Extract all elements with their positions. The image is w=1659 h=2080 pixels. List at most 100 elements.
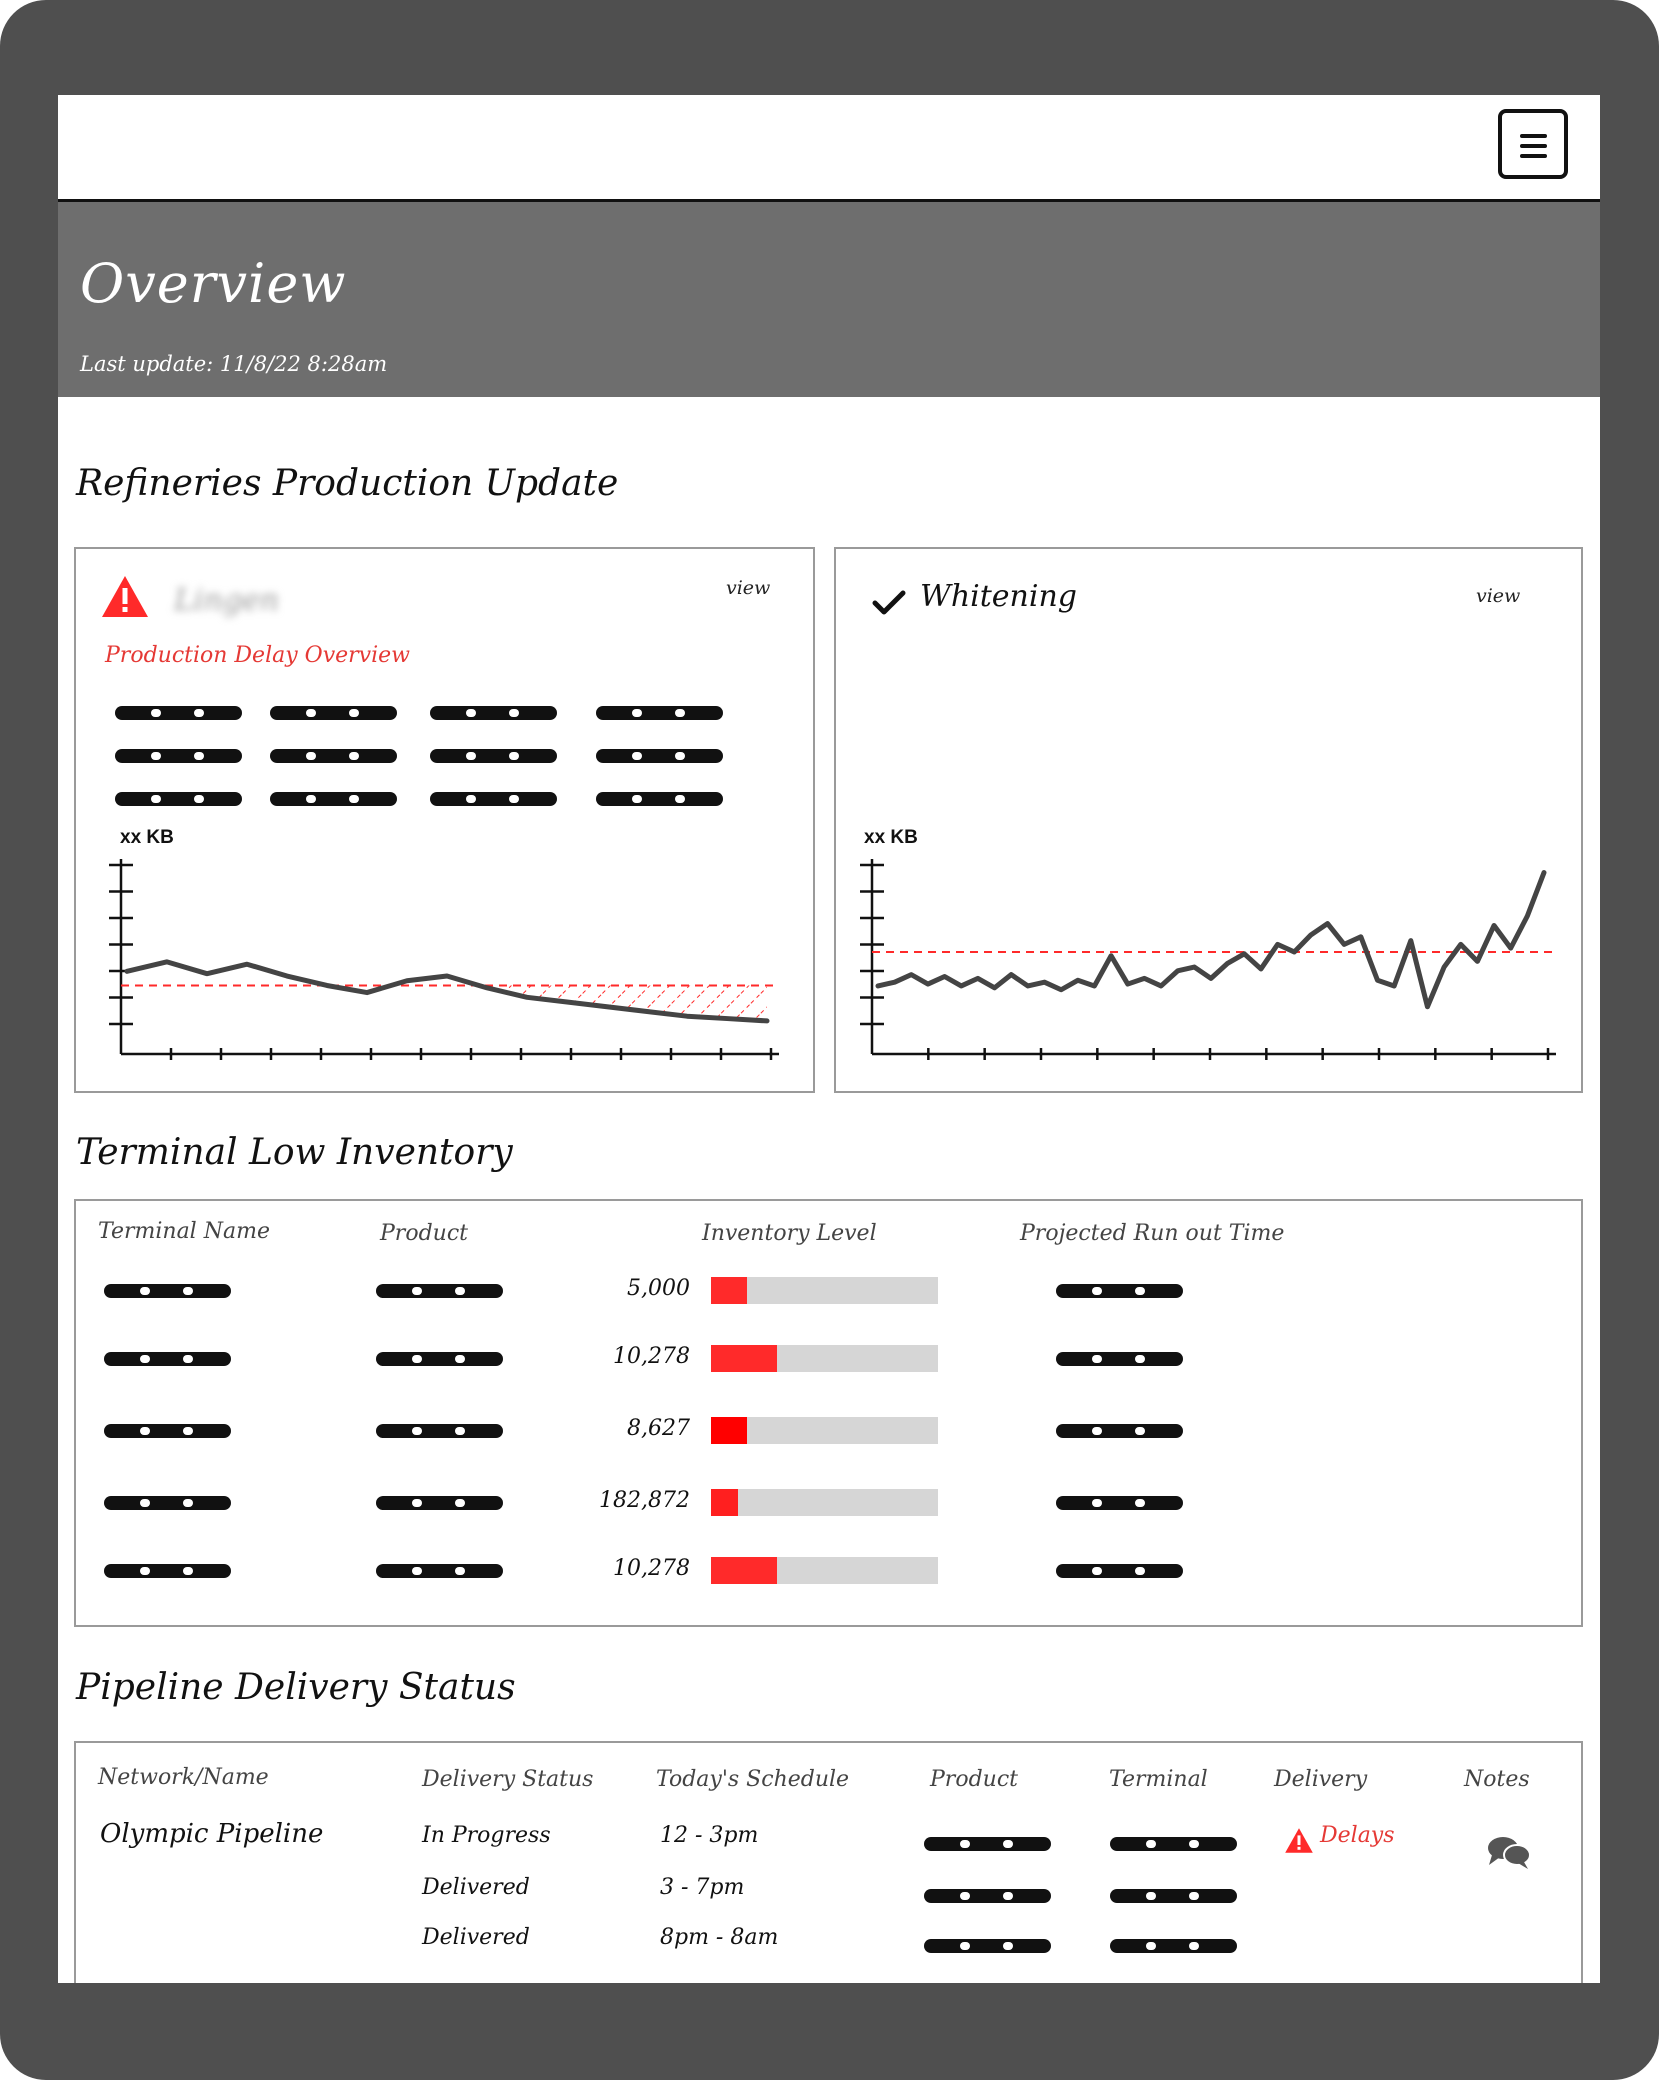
inventory-level-fill	[711, 1277, 748, 1304]
redacted-terminal-name	[104, 1352, 231, 1366]
column-header: Inventory Level	[702, 1221, 877, 1246]
redacted-text	[115, 706, 242, 720]
redacted-text	[270, 706, 397, 720]
redacted-product	[924, 1889, 1051, 1903]
schedule-time: 3 - 7pm	[660, 1875, 745, 1900]
refinery-card-whitening: Whitening view xx KB	[834, 547, 1583, 1093]
redacted-runout-time	[1056, 1424, 1183, 1438]
production-chart-lingen	[109, 859, 779, 1060]
inventory-level-bar	[711, 1345, 938, 1372]
inventory-level-bar	[711, 1489, 938, 1516]
column-header: Delivery Status	[422, 1767, 594, 1792]
redacted-product	[376, 1284, 503, 1298]
pipeline-delivery-table: Network/Name Delivery Status Today's Sch…	[74, 1741, 1583, 1983]
redacted-text	[596, 792, 723, 806]
last-update-text: Last update: 11/8/22 8:28am	[80, 352, 388, 376]
production-line	[875, 870, 1547, 1010]
warning-triangle-icon	[1285, 1828, 1313, 1853]
view-link[interactable]: view	[726, 577, 771, 599]
section-title-pipeline: Pipeline Delivery Status	[76, 1667, 516, 1708]
column-header: Notes	[1464, 1767, 1530, 1792]
production-delay-subtitle: Production Delay Overview	[105, 643, 410, 668]
inventory-level-fill	[711, 1417, 748, 1444]
warning-triangle-icon	[102, 576, 148, 617]
redacted-product	[924, 1837, 1051, 1851]
column-header: Projected Run out Time	[1020, 1221, 1285, 1246]
redacted-product	[924, 1939, 1051, 1953]
refinery-name: Lingen	[174, 583, 280, 618]
production-line	[124, 959, 770, 1024]
top-bar	[58, 95, 1600, 202]
redacted-text	[270, 792, 397, 806]
redacted-product	[376, 1496, 503, 1510]
inventory-level-bar	[711, 1557, 938, 1584]
y-axis-label: xx KB	[120, 827, 174, 848]
view-link[interactable]: view	[1476, 585, 1521, 607]
redacted-terminal-name	[104, 1496, 231, 1510]
redacted-product	[376, 1564, 503, 1578]
inventory-level-value: 5,000	[627, 1276, 690, 1301]
redacted-text	[270, 749, 397, 763]
column-header: Terminal	[1109, 1767, 1208, 1792]
delivery-status: Delivered	[422, 1925, 530, 1950]
inventory-level-value: 8,627	[627, 1416, 690, 1441]
column-header: Product	[930, 1767, 1018, 1792]
inventory-level-fill	[711, 1489, 739, 1516]
redacted-text	[115, 792, 242, 806]
schedule-time: 12 - 3pm	[660, 1823, 759, 1848]
hamburger-menu-icon[interactable]	[1498, 109, 1568, 179]
overview-header: Overview Last update: 11/8/22 8:28am	[58, 202, 1600, 397]
redacted-text	[430, 749, 557, 763]
column-header: Delivery	[1274, 1767, 1368, 1792]
inventory-level-bar	[711, 1417, 938, 1444]
redacted-text	[596, 706, 723, 720]
redacted-runout-time	[1056, 1496, 1183, 1510]
screen: Overview Last update: 11/8/22 8:28am Ref…	[58, 95, 1600, 1983]
redacted-terminal	[1110, 1837, 1237, 1851]
delay-area	[487, 985, 767, 1021]
y-axis-label: xx KB	[864, 827, 918, 848]
column-header: Today's Schedule	[656, 1767, 850, 1792]
redacted-terminal-name	[104, 1424, 231, 1438]
chat-bubbles-icon[interactable]	[1486, 1835, 1532, 1871]
menu-line	[1520, 144, 1547, 148]
section-title-terminal: Terminal Low Inventory	[76, 1132, 513, 1173]
pipeline-network-name[interactable]: Olympic Pipeline	[100, 1819, 324, 1849]
production-chart-whitening	[860, 859, 1556, 1060]
column-header: Product	[380, 1221, 468, 1246]
terminal-inventory-table: Terminal Name Product Inventory Level Pr…	[74, 1199, 1583, 1627]
redacted-runout-time	[1056, 1564, 1183, 1578]
redacted-terminal	[1110, 1939, 1237, 1953]
column-header: Network/Name	[98, 1765, 269, 1790]
delivery-delays-label[interactable]: Delays	[1320, 1823, 1395, 1848]
page-title: Overview	[80, 252, 347, 315]
menu-line	[1520, 134, 1547, 138]
menu-line	[1520, 154, 1547, 158]
inventory-level-fill	[711, 1345, 777, 1372]
delivery-status: Delivered	[422, 1875, 530, 1900]
redacted-product	[376, 1352, 503, 1366]
redacted-text	[430, 706, 557, 720]
delivery-status: In Progress	[422, 1823, 551, 1848]
redacted-runout-time	[1056, 1284, 1183, 1298]
inventory-level-bar	[711, 1277, 938, 1304]
inventory-level-value: 10,278	[613, 1556, 690, 1581]
inventory-level-fill	[711, 1557, 777, 1584]
refinery-name: Whitening	[920, 579, 1078, 614]
redacted-terminal-name	[104, 1284, 231, 1298]
redacted-product	[376, 1424, 503, 1438]
redacted-terminal-name	[104, 1564, 231, 1578]
redacted-text	[430, 792, 557, 806]
redacted-terminal	[1110, 1889, 1237, 1903]
refinery-card-lingen: Lingen view Production Delay Overview xx…	[74, 547, 815, 1093]
redacted-text	[596, 749, 723, 763]
schedule-time: 8pm - 8am	[660, 1925, 779, 1950]
checkmark-icon	[872, 590, 906, 615]
inventory-level-value: 182,872	[599, 1488, 690, 1513]
redacted-runout-time	[1056, 1352, 1183, 1366]
section-title-refineries: Refineries Production Update	[76, 463, 619, 504]
inventory-level-value: 10,278	[613, 1344, 690, 1369]
column-header: Terminal Name	[98, 1219, 270, 1244]
redacted-text	[115, 749, 242, 763]
